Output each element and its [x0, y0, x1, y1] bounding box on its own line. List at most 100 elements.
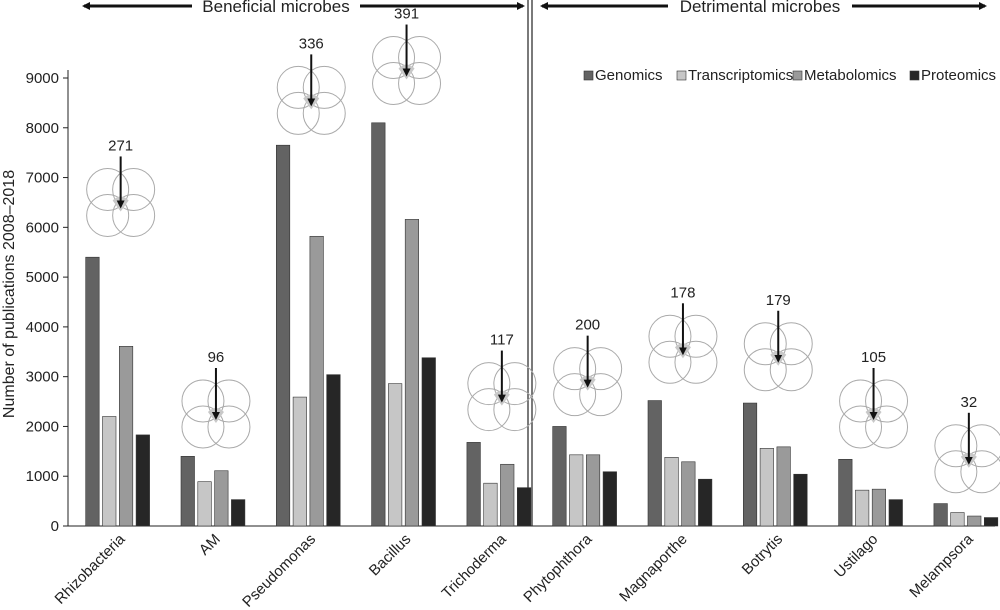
- group-header-label: Detrimental microbes: [680, 0, 841, 16]
- venn-count-label: 96: [208, 349, 225, 366]
- bar-magnaporthe-metabolomics: [681, 461, 696, 527]
- venn-circle: [467, 388, 511, 432]
- legend-label-genomics: Genomics: [595, 67, 663, 84]
- venn-circle: [276, 65, 320, 109]
- venn-circle: [865, 379, 909, 423]
- venn-circle: [86, 193, 130, 237]
- venn-circle: [743, 322, 787, 366]
- venn-circle: [398, 36, 442, 80]
- venn-circle: [207, 405, 251, 449]
- bar-rhizobacteria-metabolomics: [119, 346, 134, 527]
- venn-circle: [579, 347, 623, 391]
- venn-circle: [276, 91, 320, 135]
- bar-am-proteomics: [231, 499, 246, 527]
- venn-circle: [493, 388, 537, 432]
- y-tick-label: 8000: [26, 120, 59, 137]
- venn-circle: [493, 362, 537, 406]
- venn-circle: [648, 340, 692, 384]
- venn-diagram-bacillus: 391: [372, 6, 442, 106]
- venn-circle: [372, 36, 416, 80]
- category-label-magnaporthe: Magnaporthe: [616, 531, 691, 606]
- category-label-am: AM: [196, 531, 224, 559]
- venn-count-label: 336: [299, 35, 324, 52]
- category-label-botrytis: Botrytis: [739, 531, 786, 578]
- venn-circle: [207, 379, 251, 423]
- venn-circle: [839, 405, 883, 449]
- legend-label-transcriptomics: Transcriptomics: [688, 67, 793, 84]
- bar-phytophthora-transcriptomics: [569, 454, 584, 527]
- category-label-ustilago: Ustilago: [831, 531, 881, 581]
- venn-count-label: 179: [766, 292, 791, 309]
- venn-circle: [181, 405, 225, 449]
- bar-phytophthora-metabolomics: [585, 454, 601, 527]
- venn-circle: [674, 314, 718, 358]
- legend-swatch-transcriptomics: [676, 70, 687, 81]
- bar-ustilago-transcriptomics: [855, 489, 870, 527]
- y-tick-label: 4000: [26, 319, 59, 336]
- legend: Genomics Transcriptomics Metabolomics Prote…: [583, 67, 996, 84]
- category-label-trichoderma: Trichoderma: [439, 530, 511, 602]
- bar-magnaporthe-genomics: [647, 400, 662, 527]
- venn-diagram-pseudomonas: 336: [276, 35, 346, 135]
- venn-circle: [934, 424, 978, 468]
- venn-circle: [960, 450, 1000, 494]
- y-tick-label: 5000: [26, 269, 59, 286]
- venn-circle: [674, 340, 718, 384]
- venn-count-label: 200: [575, 317, 600, 334]
- category-label-melampsora: Melampsora: [906, 530, 977, 601]
- bar-bacillus-genomics: [371, 122, 386, 527]
- y-tick-label: 2000: [26, 418, 59, 435]
- bar-trichoderma-genomics: [466, 442, 481, 527]
- bar-ustilago-proteomics: [888, 499, 903, 527]
- y-tick-label: 9000: [26, 70, 59, 87]
- venn-circle: [769, 322, 813, 366]
- category-label-phytophthora: Phytophthora: [520, 530, 596, 606]
- venn-circle: [839, 379, 883, 423]
- venn-circle: [467, 362, 511, 406]
- category-label-bacillus: Bacillus: [366, 531, 415, 580]
- legend-label-metabolomics: Metabolomics: [804, 67, 897, 84]
- venn-count-label: 117: [490, 332, 514, 349]
- legend-swatch-proteomics: [909, 70, 920, 81]
- venn-circle: [372, 62, 416, 106]
- legend-swatch-metabolomics: [792, 70, 803, 81]
- bar-pseudomonas-metabolomics: [309, 235, 324, 527]
- bar-rhizobacteria-proteomics: [135, 434, 150, 527]
- bar-melampsora-transcriptomics: [950, 512, 965, 527]
- bar-bacillus-transcriptomics: [388, 383, 403, 527]
- bar-pseudomonas-proteomics: [326, 374, 341, 527]
- bar-melampsora-proteomics: [983, 517, 999, 527]
- bar-melampsora-metabolomics: [967, 515, 982, 527]
- venn-count-label: 178: [670, 284, 695, 301]
- venn-circle: [553, 373, 597, 417]
- venn-circle: [865, 405, 909, 449]
- bar-botrytis-metabolomics: [776, 446, 791, 527]
- y-tick-label: 6000: [26, 219, 59, 236]
- venn-circle: [112, 167, 156, 211]
- venn-diagram-rhizobacteria: 271: [86, 137, 156, 237]
- venn-diagram-melampsora: 32: [934, 394, 1000, 494]
- legend-swatch-genomics: [583, 70, 594, 81]
- bar-magnaporthe-proteomics: [698, 478, 713, 527]
- bar-melampsora-genomics: [933, 503, 948, 527]
- bar-trichoderma-transcriptomics: [483, 482, 498, 527]
- bar-phytophthora-genomics: [552, 426, 567, 527]
- category-label-pseudomonas: Pseudomonas: [239, 531, 319, 610]
- y-axis-title: Number of publications 2008–2018: [1, 170, 18, 418]
- venn-circle: [648, 314, 692, 358]
- bar-pseudomonas-genomics: [275, 144, 291, 527]
- group-headers: Beneficial microbes Detrimental microbes: [82, 0, 987, 16]
- venn-diagram-magnaporthe: 178: [648, 284, 718, 384]
- venn-count-label: 32: [961, 394, 978, 411]
- group-header-label: Beneficial microbes: [202, 0, 349, 16]
- y-tick-label: 7000: [26, 170, 59, 187]
- bar-botrytis-genomics: [742, 402, 758, 527]
- venn-circle: [769, 348, 813, 392]
- venn-circle: [86, 167, 130, 211]
- venn-circle: [579, 373, 623, 417]
- venn-circle: [302, 91, 346, 135]
- venn-circle: [743, 348, 787, 392]
- bar-am-genomics: [180, 456, 195, 527]
- bar-bacillus-metabolomics: [404, 219, 420, 527]
